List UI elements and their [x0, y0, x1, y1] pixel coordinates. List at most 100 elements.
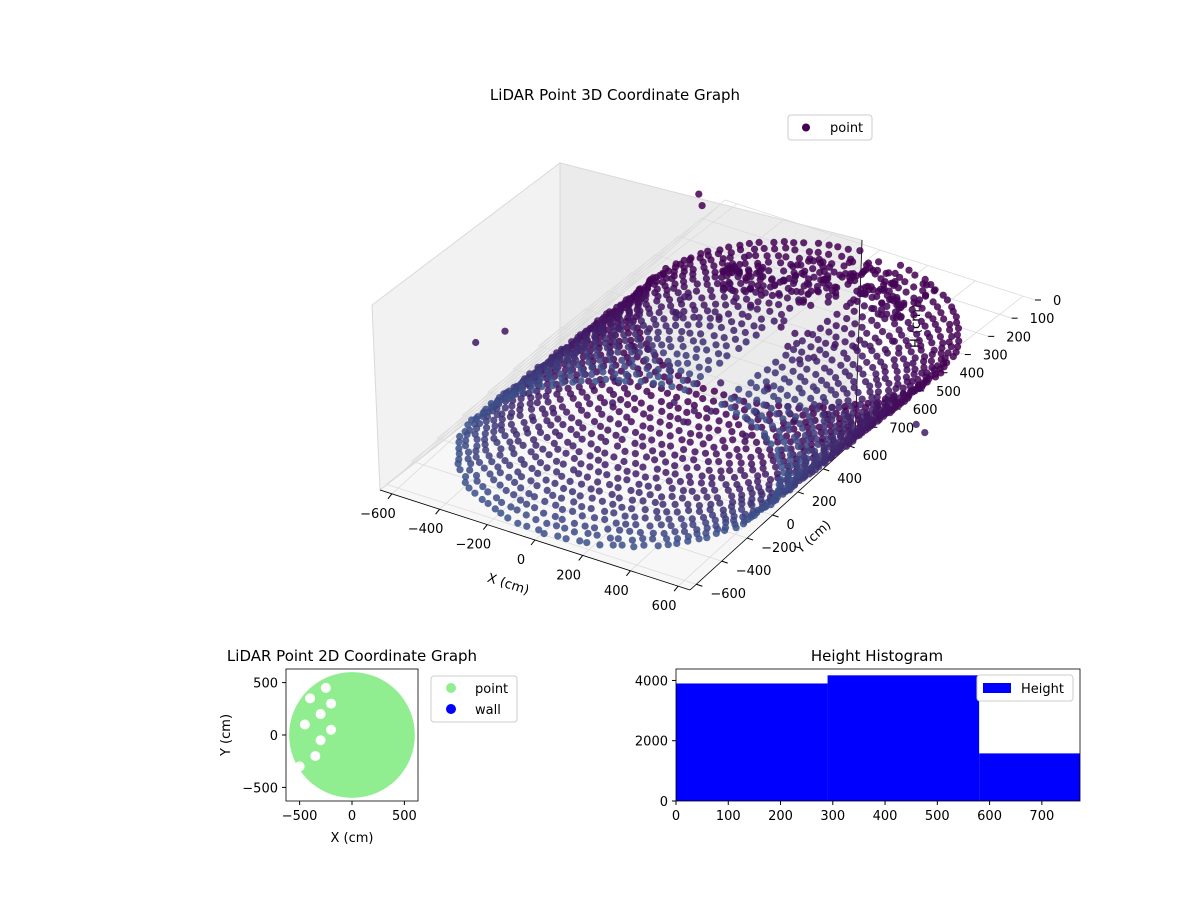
tick-label-x-3d: 0 — [517, 553, 525, 568]
point-3d — [699, 338, 707, 346]
point-3d — [832, 333, 840, 341]
point-3d — [554, 445, 562, 453]
point-3d — [712, 529, 720, 538]
point-3d — [783, 294, 792, 302]
point-3d — [683, 408, 691, 416]
point-3d — [486, 470, 494, 478]
point-3d — [824, 298, 832, 306]
point-3d — [614, 464, 622, 472]
point-3d — [678, 300, 686, 308]
point-3d — [508, 402, 516, 410]
point-3d — [717, 323, 726, 332]
point-3d — [757, 412, 766, 420]
point-2d-gap — [326, 698, 337, 709]
point-3d — [657, 521, 665, 529]
point-3d — [745, 239, 754, 248]
point-3d — [583, 539, 591, 547]
point-3d — [695, 507, 704, 516]
point-3d — [686, 260, 694, 268]
point-3d — [812, 370, 820, 379]
point-3d — [681, 386, 689, 394]
point-3d — [840, 325, 849, 333]
point-3d — [522, 425, 531, 433]
point-3d — [623, 467, 631, 475]
tick-label-y-histogram: 2000 — [635, 735, 668, 750]
point-3d — [754, 472, 762, 480]
point-3d — [777, 259, 785, 267]
point-3d — [902, 337, 910, 345]
point-3d — [868, 293, 876, 301]
point-3d — [794, 461, 802, 469]
point-3d — [923, 281, 931, 289]
point-3d — [760, 244, 768, 253]
point-3d — [782, 444, 791, 452]
point-3d — [478, 495, 486, 504]
point-2d-gap — [320, 682, 331, 693]
point-3d — [558, 505, 567, 514]
point-3d — [663, 508, 671, 516]
point-3d — [530, 436, 538, 444]
point-3d — [666, 373, 674, 381]
point-3d — [609, 399, 617, 407]
point-3d — [829, 434, 837, 442]
point-3d — [691, 448, 699, 456]
point-3d — [782, 244, 790, 252]
point-3d — [614, 484, 622, 492]
point-3d — [674, 359, 682, 367]
point-3d — [553, 468, 561, 476]
point-3d — [804, 290, 812, 298]
point-3d — [946, 326, 954, 334]
point-3d — [493, 399, 501, 407]
point-3d — [584, 352, 592, 360]
point-3d — [699, 395, 707, 403]
point-3d — [677, 515, 685, 523]
point-3d — [698, 294, 706, 302]
point-3d — [720, 293, 728, 301]
point-3d — [664, 357, 672, 365]
point-3d — [588, 364, 596, 372]
point-3d — [840, 410, 848, 418]
point-3d — [709, 397, 718, 405]
point-3d — [853, 287, 861, 295]
point-3d — [742, 432, 750, 440]
point-3d — [710, 332, 718, 340]
point-3d — [766, 445, 774, 454]
point-3d — [897, 313, 905, 321]
point-3d — [623, 476, 631, 484]
point-3d — [484, 499, 492, 508]
tick-mark-x-3d — [673, 585, 679, 592]
tick-mark-y-3d — [797, 491, 805, 495]
point-3d — [863, 417, 871, 425]
point-3d — [811, 447, 819, 455]
point-3d — [652, 474, 660, 482]
points-3d — [454, 190, 963, 551]
point-3d — [649, 379, 658, 387]
point-3d — [513, 506, 521, 514]
point-3d — [685, 472, 693, 480]
point-3d — [590, 418, 599, 426]
point-3d — [667, 343, 675, 351]
point-3d — [654, 484, 662, 492]
point-3d — [520, 418, 528, 427]
tick-mark-y-3d — [746, 537, 754, 541]
point-3d — [804, 354, 813, 362]
point-3d — [623, 324, 631, 332]
point-3d — [823, 435, 831, 443]
point-3d — [807, 301, 815, 309]
point-3d — [699, 440, 707, 448]
point-3d — [768, 291, 777, 300]
point-3d — [564, 384, 572, 392]
point-3d — [668, 484, 676, 492]
point-3d — [485, 452, 493, 460]
point-3d — [757, 273, 765, 281]
point-3d — [660, 315, 668, 323]
point-3d — [697, 479, 706, 487]
point-3d — [820, 446, 828, 454]
point-3d — [899, 390, 907, 398]
point-3d — [874, 310, 882, 318]
legend-label-wall-2d: wall — [475, 703, 501, 718]
point-3d — [527, 405, 536, 413]
point-3d — [491, 422, 499, 430]
point-3d — [748, 431, 756, 439]
point-3d — [594, 445, 602, 454]
